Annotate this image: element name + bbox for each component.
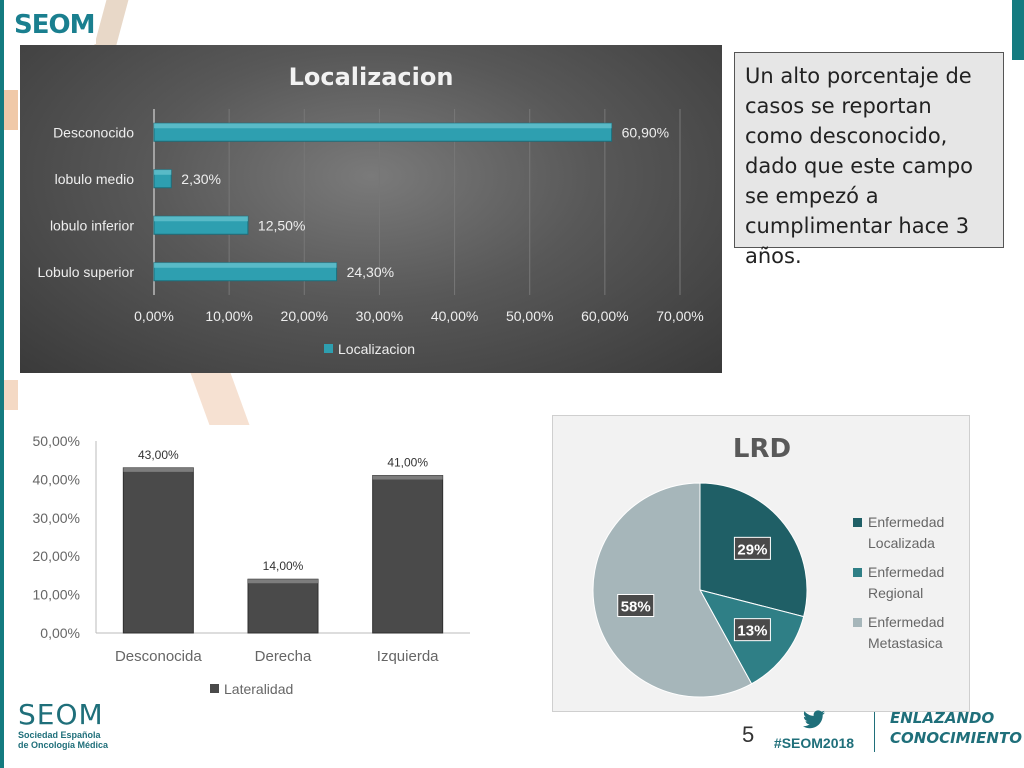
x-tick-label: 50,00% — [506, 308, 553, 324]
note-text: Un alto porcentaje de casos se reportan … — [745, 64, 974, 268]
bar — [372, 475, 444, 634]
footer-divider — [874, 712, 875, 752]
decorative-stripe — [4, 380, 18, 410]
decorative-stripe — [93, 0, 129, 48]
data-label: 24,30% — [347, 264, 394, 280]
x-tick-label: 0,00% — [134, 308, 174, 324]
legend-swatch — [853, 568, 862, 577]
data-label-box — [617, 593, 655, 617]
bar-highlight — [154, 169, 172, 175]
localizacion-chart-svg: 0,00% 10,00% 20,00% 30,00% 40,00% 50,00% 60,00… — [37, 63, 703, 357]
category-label: Lobulo superior — [37, 264, 134, 280]
y-tick-label: 0,00% — [40, 625, 80, 641]
legend-label: Enfermedad — [868, 614, 944, 630]
y-tick-label: 20,00% — [33, 548, 80, 564]
decorative-stripe — [190, 373, 250, 425]
bar-highlight — [123, 467, 194, 472]
category-label: lobulo inferior — [50, 217, 134, 233]
brand-bar-left — [0, 0, 4, 768]
category-label: Desconocido — [53, 124, 134, 140]
seom-logo-bottom: SEOM Sociedad Española de Oncología Médi… — [18, 700, 118, 760]
legend-label: Enfermedad — [868, 564, 944, 580]
chart-title: LRD — [733, 434, 791, 464]
data-label: 60,90% — [622, 124, 669, 140]
legend-swatch — [853, 618, 862, 627]
lateralidad-chart: 0,00% 10,00% 20,00% 30,00% 40,00% 50,00% 43,00… — [20, 425, 490, 705]
legend-swatch — [324, 344, 333, 353]
data-label: 2,30% — [181, 171, 221, 187]
category-label: lobulo medio — [55, 171, 135, 187]
lrd-chart: LRD 29% 13% 58% Enfermedad Localizada Enfermed… — [552, 415, 970, 712]
decorative-stripe — [4, 90, 18, 130]
legend-swatch — [210, 684, 219, 693]
lateralidad-chart-svg: 0,00% 10,00% 20,00% 30,00% 40,00% 50,00% 43,00… — [33, 433, 470, 697]
legend-label: Localizacion — [338, 341, 415, 357]
legend-label: Metastasica — [868, 635, 943, 651]
seom-logo-sub2: de Oncología Médica — [18, 740, 109, 750]
twitter-icon — [803, 710, 825, 729]
hashtag-box: #SEOM2018 — [766, 710, 862, 756]
slogan-line-2: CONOCIMIENTO — [890, 729, 1022, 747]
note-box: Un alto porcentaje de casos se reportan … — [734, 52, 1004, 268]
bar-highlight — [154, 123, 612, 129]
logo-text: SEOM — [14, 10, 95, 40]
x-tick-label: 10,00% — [205, 308, 252, 324]
page-number: 5 — [742, 722, 755, 747]
legend-swatch — [853, 518, 862, 527]
bar — [247, 578, 319, 634]
seom-logo-sub1: Sociedad Española — [18, 730, 101, 740]
y-tick-label: 40,00% — [33, 471, 80, 487]
legend-label: Lateralidad — [224, 681, 293, 697]
lrd-chart-svg: LRD 29% 13% 58% Enfermedad Localizada Enfermed… — [592, 434, 944, 698]
slogan: ENLAZANDO CONOCIMIENTO — [890, 708, 1022, 748]
seom-logo-text: SEOM — [18, 698, 104, 731]
data-label: 12,50% — [258, 217, 305, 233]
legend-label: Regional — [868, 585, 923, 601]
x-tick-label: 70,00% — [656, 308, 703, 324]
pie-slice — [592, 482, 753, 698]
category-label: Derecha — [255, 648, 312, 665]
slogan-line-1: ENLAZANDO — [890, 709, 995, 727]
bar-highlight — [154, 216, 248, 222]
bar-highlight — [248, 579, 318, 584]
legend-label: Enfermedad — [868, 514, 944, 530]
y-tick-label: 30,00% — [33, 510, 80, 526]
bar — [122, 467, 194, 634]
bar-highlight — [154, 262, 337, 268]
x-tick-label: 60,00% — [581, 308, 628, 324]
localizacion-chart: 0,00% 10,00% 20,00% 30,00% 40,00% 50,00% 60,00… — [20, 45, 722, 373]
x-tick-label: 20,00% — [281, 308, 328, 324]
category-label: Desconocida — [115, 648, 202, 665]
y-tick-label: 10,00% — [33, 587, 80, 603]
data-label: 41,00% — [387, 456, 428, 470]
data-label: 43,00% — [138, 448, 179, 462]
x-tick-label: 40,00% — [431, 308, 478, 324]
chart-title: Localizacion — [289, 63, 454, 91]
brand-bar-right — [1012, 0, 1024, 60]
data-label: 58% — [621, 598, 651, 615]
bar-highlight — [372, 475, 443, 480]
data-label-box — [733, 618, 771, 642]
y-tick-label: 50,00% — [33, 433, 80, 449]
legend-label: Localizada — [868, 535, 935, 551]
data-label-box — [733, 536, 771, 560]
hashtag-text: #SEOM2018 — [773, 735, 855, 751]
category-label: Izquierda — [377, 648, 439, 665]
data-label: 13% — [737, 623, 767, 640]
data-label: 14,00% — [263, 559, 304, 573]
seom-logo-top: SEOM — [14, 10, 96, 44]
x-tick-label: 30,00% — [356, 308, 403, 324]
data-label: 29% — [737, 541, 767, 558]
